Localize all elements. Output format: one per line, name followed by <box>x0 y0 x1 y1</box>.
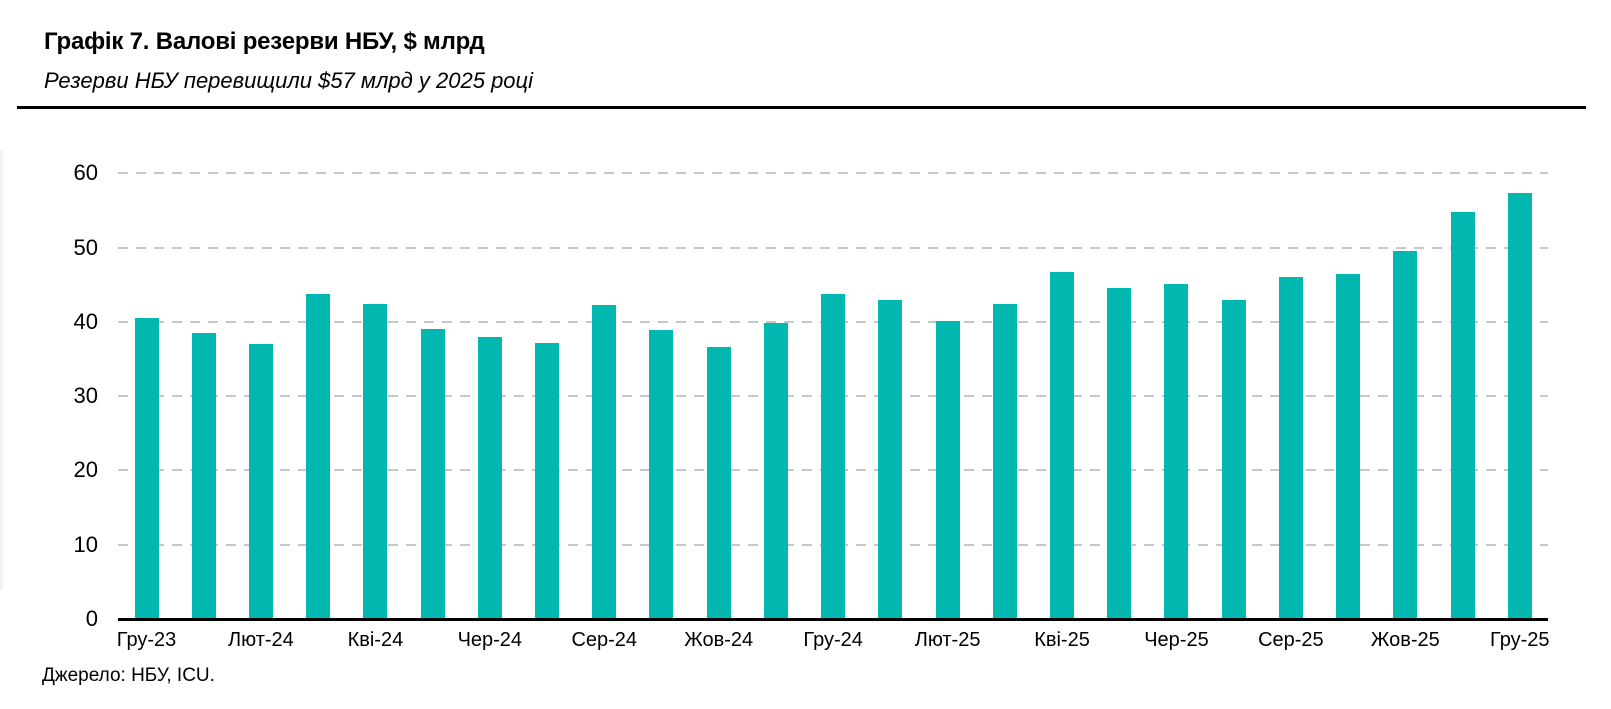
chart-bar-Тра-25 <box>1107 288 1132 619</box>
y-axis-tick-label-30: 30 <box>73 383 98 409</box>
chart-bar-Чер-24 <box>477 337 502 619</box>
chart-subtitle: Резерви НБУ перевищили $57 млрд у 2025 р… <box>44 68 534 93</box>
y-axis-tick-label-20: 20 <box>73 457 98 483</box>
chart-bar-Лип-24 <box>535 342 560 619</box>
gridline-50 <box>118 246 1548 249</box>
y-axis-tick-label-0: 0 <box>85 606 98 631</box>
chart-bar-Січ-25 <box>878 299 903 619</box>
chart-bar-Сер-25 <box>1278 277 1303 619</box>
chart-title: Графік 7. Валові резерви НБУ, $ млрд <box>44 28 485 55</box>
chart-bar-Гру-25 <box>1507 193 1532 619</box>
y-axis-tick-label-10: 10 <box>73 531 98 557</box>
chart-bar-Тра-24 <box>420 329 445 619</box>
x-axis-tick-label-Сер-24: Сер-24 <box>571 629 638 651</box>
chart-bar-Січ-24 <box>191 332 216 619</box>
x-axis-tick-label-Сер-25: Сер-25 <box>1258 629 1324 651</box>
y-axis-tick-label-60: 60 <box>73 160 98 186</box>
y-axis-tick-label-50: 50 <box>73 234 98 260</box>
chart-bar-Вер-25 <box>1336 273 1361 619</box>
gridline-60 <box>118 172 1548 175</box>
x-axis-tick-label-Гру-23: Гру-23 <box>116 629 177 651</box>
chart-bar-Лют-24 <box>248 344 273 619</box>
chart-bar-Жов-24 <box>706 347 731 619</box>
chart-bar-Кві-24 <box>363 303 388 619</box>
chart-bar-Лип-25 <box>1221 299 1246 619</box>
chart-bar-Гру-24 <box>821 293 846 619</box>
x-axis-tick-label-Кві-24: Кві-24 <box>347 629 404 651</box>
chart-bar-Жов-25 <box>1393 251 1418 619</box>
x-axis-tick-label-Лют-25: Лют-25 <box>914 629 981 651</box>
x-axis-tick-label-Гру-24: Гру-24 <box>803 629 863 651</box>
chart-bar-Лис-24 <box>763 322 788 619</box>
y-axis-tick-label-40: 40 <box>73 308 98 334</box>
chart-bar-Гру-23 <box>134 318 159 619</box>
header-divider-line <box>17 106 1586 109</box>
chart-bar-Бер-25 <box>992 303 1017 619</box>
x-axis-tick-label-Лют-24: Лют-24 <box>228 629 294 651</box>
chart-bar-Вер-24 <box>649 329 674 619</box>
x-axis-tick-label-Кві-25: Кві-25 <box>1034 629 1090 651</box>
page-left-edge-line <box>0 150 3 590</box>
chart-bar-Лют-25 <box>935 321 960 619</box>
chart-bar-Лис-25 <box>1450 211 1475 619</box>
x-axis-tick-label-Гру-25: Гру-25 <box>1490 629 1550 651</box>
chart-bar-Бер-24 <box>306 293 331 619</box>
x-axis-line <box>118 617 1548 621</box>
source-note: Джерело: НБУ, ICU. <box>42 665 215 686</box>
x-axis-tick-label-Жов-24: Жов-24 <box>684 629 754 651</box>
chart-bar-Чер-25 <box>1164 283 1189 619</box>
x-axis-tick-label-Жов-25: Жов-25 <box>1370 629 1440 651</box>
chart-bar-Сер-24 <box>592 304 617 619</box>
x-axis-tick-label-Чер-25: Чер-25 <box>1144 629 1209 651</box>
chart-bar-Кві-25 <box>1050 272 1075 619</box>
x-axis-tick-label-Чер-24: Чер-24 <box>457 629 523 651</box>
